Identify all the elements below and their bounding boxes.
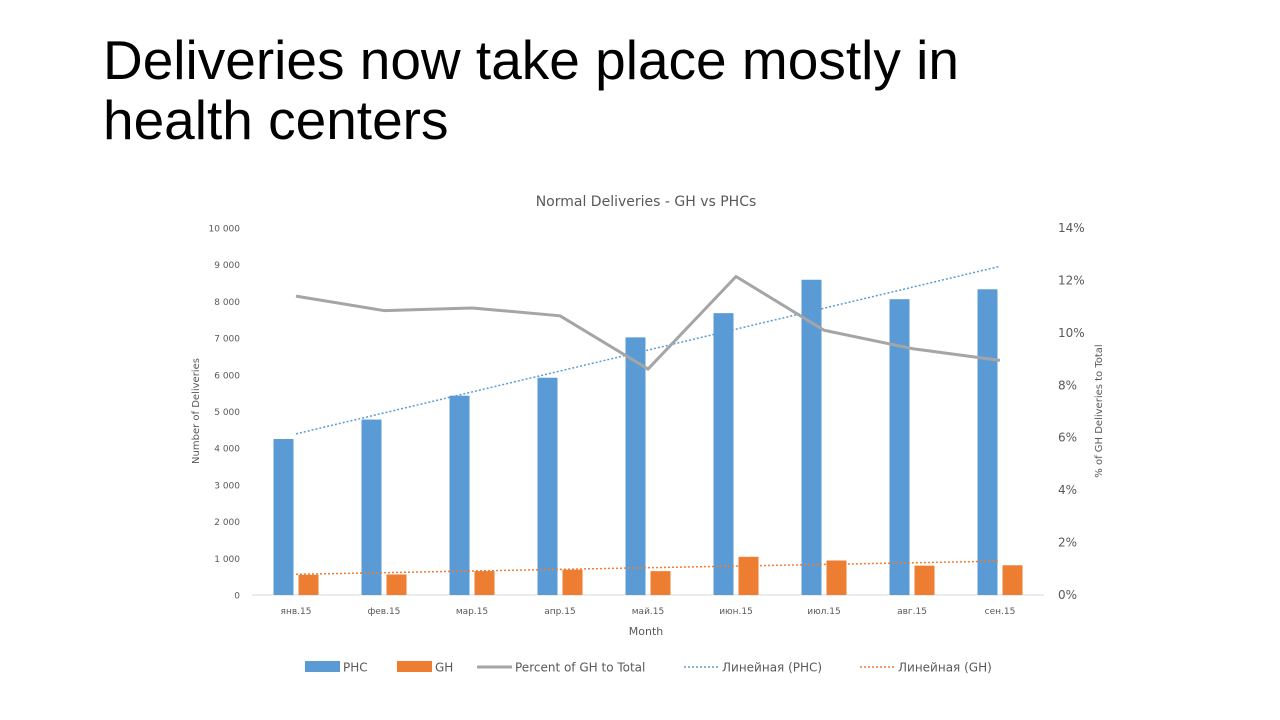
bar-gh: [386, 574, 407, 595]
y2-tick-label: 10%: [1058, 326, 1085, 340]
x-tick-label: мар.15: [456, 607, 488, 617]
bar-gh: [562, 569, 583, 595]
legend-swatch: [397, 661, 432, 672]
x-tick-label: апр.15: [544, 607, 575, 617]
x-axis-label: Month: [629, 625, 664, 638]
y-tick-label: 5 000: [214, 408, 240, 418]
bar-gh: [298, 574, 319, 595]
bar-phc: [537, 377, 558, 595]
x-axis-ticks: янв.15 фев.15 мар.15 апр.15 май.15 июн.15 июл.…: [281, 607, 1016, 617]
bar-gh: [1002, 565, 1023, 595]
trendline-gh: [295, 560, 1001, 576]
y-tick-label: 6 000: [214, 371, 240, 381]
x-tick-label: сен.15: [985, 607, 1016, 617]
y2-tick-label: 0%: [1058, 588, 1077, 602]
x-tick-label: май.15: [632, 607, 664, 617]
y-tick-label: 2 000: [214, 518, 240, 528]
y-tick-label: 0: [234, 592, 240, 602]
bar-phc: [977, 289, 998, 595]
x-tick-label: фев.15: [368, 607, 401, 617]
x-tick-label: янв.15: [281, 607, 312, 617]
y2-tick-label: 4%: [1058, 483, 1077, 497]
trendline-phc: [295, 265, 1001, 435]
slide-title: Deliveries now take place mostly in heal…: [103, 29, 959, 151]
legend-swatch: [305, 661, 340, 672]
x-tick-label: июн.15: [719, 607, 753, 617]
y-axis-label: Number of Deliveries: [191, 358, 202, 464]
chart-title: Normal Deliveries - GH vs PHCs: [536, 194, 757, 210]
y2-tick-label: 8%: [1058, 378, 1077, 392]
bar-phc: [625, 337, 646, 595]
bar-gh: [738, 556, 759, 595]
legend-label: Percent of GH to Total: [515, 661, 645, 675]
bar-phc: [801, 279, 822, 595]
trendlines: [295, 265, 1001, 576]
bar-phc: [361, 419, 382, 595]
bar-phc: [273, 439, 294, 595]
y-tick-label: 8 000: [214, 298, 240, 308]
bar-phc: [449, 395, 470, 595]
y-tick-label: 1 000: [214, 555, 240, 565]
legend: PHC GH Percent of GH to Total Линейная (PHC…: [305, 661, 992, 675]
legend-label: Линейная (PHC): [722, 661, 822, 675]
y2-axis-label: % of GH Deliveries to Total: [1094, 344, 1105, 477]
y-tick-label: 7 000: [214, 335, 240, 345]
x-tick-label: авг.15: [897, 607, 927, 617]
legend-label: Линейная (GH): [898, 661, 992, 675]
bars: [273, 279, 1023, 595]
y2-tick-label: 14%: [1058, 221, 1085, 235]
bar-gh: [650, 571, 671, 595]
bar-gh: [826, 560, 847, 595]
y2-tick-label: 2%: [1058, 536, 1077, 550]
percent-line: [295, 274, 1001, 371]
bar-gh: [474, 571, 495, 595]
legend-label: GH: [435, 661, 453, 675]
y-tick-label: 4 000: [214, 445, 240, 455]
y2-axis-ticks: 0% 2% 4% 6% 8% 10% 12% 14%: [1058, 221, 1085, 602]
bar-phc: [713, 313, 734, 595]
legend-label: PHC: [343, 661, 368, 675]
bar-gh: [914, 565, 935, 595]
y-tick-label: 10 000: [209, 225, 241, 235]
y2-tick-label: 6%: [1058, 431, 1077, 445]
y-tick-label: 9 000: [214, 261, 240, 271]
y2-tick-label: 12%: [1058, 273, 1085, 287]
y-tick-label: 3 000: [214, 481, 240, 491]
x-tick-label: июл.15: [807, 607, 841, 617]
bar-phc: [889, 299, 910, 595]
y-axis-ticks: 0 1 000 2 000 3 000 4 000 5 000 6 000 7 000 8 00…: [209, 225, 241, 602]
